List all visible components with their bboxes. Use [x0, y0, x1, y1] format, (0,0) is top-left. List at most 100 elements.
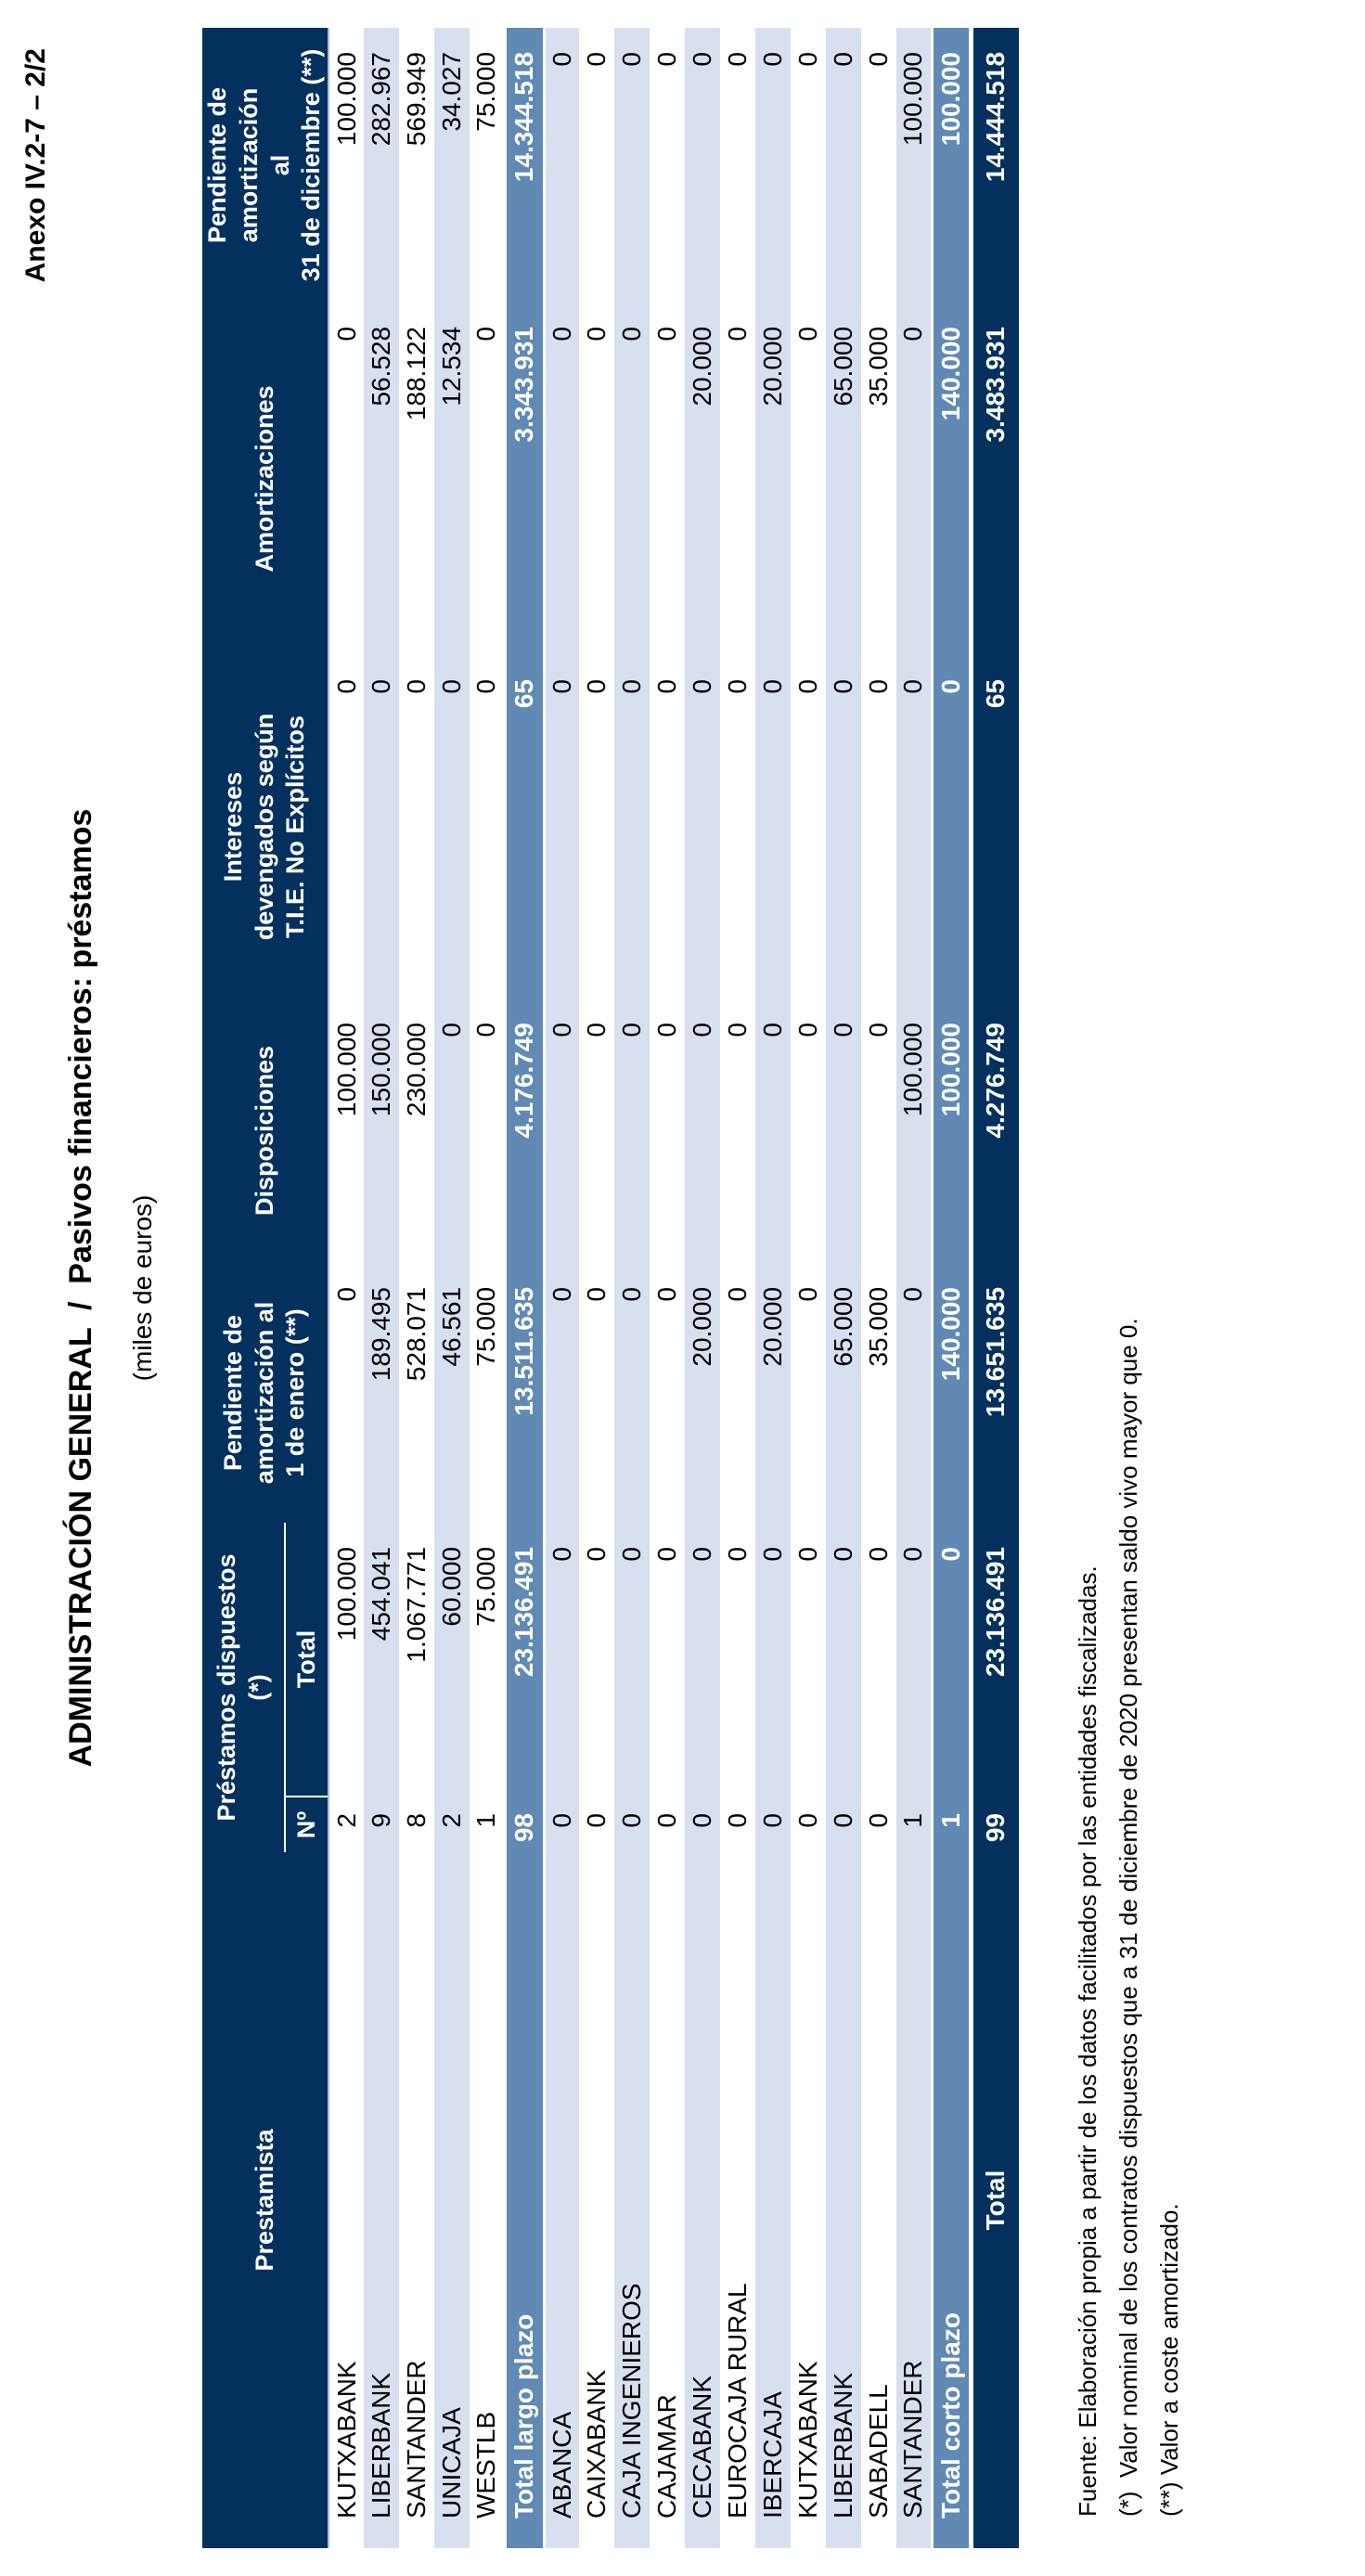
- value-cell: 0: [614, 1262, 650, 1523]
- col-header-pendiente-enero: Pendiente de amortización al 1 de enero …: [202, 1262, 328, 1523]
- table-row: Total largo plazo 98 23.136.491 13.511.635 4…: [505, 27, 544, 2548]
- value-cell: 4.176.749: [505, 998, 544, 1263]
- value-cell: 0: [755, 998, 791, 1263]
- value-cell: 100.000: [932, 27, 971, 303]
- value-cell: 56.528: [364, 302, 399, 655]
- value-cell: 2: [434, 1797, 470, 1852]
- value-cell: 0: [434, 998, 470, 1263]
- value-cell: 0: [579, 654, 614, 998]
- value-cell: 0: [544, 1522, 579, 1797]
- annex-label: Anexo IV.2-7 – 2/2: [20, 48, 51, 283]
- value-cell: 12.534: [434, 302, 470, 655]
- value-cell: 0: [896, 1522, 932, 1797]
- value-cell: 0: [826, 998, 861, 1263]
- col-header-total: Total: [285, 1522, 328, 1797]
- row-label: UNICAJA: [434, 1852, 470, 2548]
- footnotes: Fuente: Elaboración propia a partir de l…: [1067, 1318, 1190, 2517]
- row-label: KUTXABANK: [328, 1852, 364, 2548]
- value-cell: 0: [791, 998, 826, 1263]
- row-label: LIBERBANK: [826, 1852, 861, 2548]
- value-cell: 189.495: [364, 1262, 399, 1523]
- value-cell: 65.000: [826, 1262, 861, 1523]
- value-cell: 0: [720, 1262, 755, 1523]
- value-cell: 20.000: [685, 302, 720, 655]
- value-cell: 0: [861, 27, 896, 303]
- value-cell: 1: [896, 1797, 932, 1852]
- table-row: LIBERBANK 0 0 65.000 0 0 65.000 0: [826, 27, 861, 2548]
- row-label: CECABANK: [685, 1852, 720, 2548]
- value-cell: 0: [755, 1522, 791, 1797]
- value-cell: 0: [579, 302, 614, 655]
- value-cell: 9: [364, 1797, 399, 1852]
- value-cell: 0: [826, 1797, 861, 1852]
- footnote: (**) Valor a coste amortizado.: [1155, 2203, 1183, 2517]
- table-row: CAIXABANK 0 0 0 0 0 0 0: [579, 27, 614, 2548]
- value-cell: 60.000: [434, 1522, 470, 1797]
- value-cell: 0: [791, 654, 826, 998]
- row-label: EUROCAJA RURAL: [720, 1852, 755, 2548]
- value-cell: 0: [755, 1797, 791, 1852]
- page-subtitle: (miles de euros): [128, 1194, 157, 1382]
- value-cell: 13.651.635: [971, 1262, 1019, 1523]
- value-cell: 0: [328, 1262, 364, 1523]
- col-header-intereses: Intereses devengados según T.I.E. No Exp…: [202, 654, 328, 998]
- value-cell: 0: [826, 654, 861, 998]
- table-row: IBERCAJA 0 0 20.000 0 0 20.000 0: [755, 27, 791, 2548]
- table-header: Prestamista Préstamos dispuestos (*) Pen…: [202, 27, 328, 2548]
- value-cell: 0: [544, 1262, 579, 1523]
- value-cell: 23.136.491: [971, 1522, 1019, 1797]
- table-row: SABADELL 0 0 35.000 0 0 35.000 0: [861, 27, 896, 2548]
- table-row: SANTANDER 1 0 0 100.000 0 0 100.000: [896, 27, 932, 2548]
- table-row: Total corto plazo 1 0 140.000 100.000 0 140.00…: [932, 27, 971, 2548]
- value-cell: 8: [399, 1797, 434, 1852]
- loans-table: Prestamista Préstamos dispuestos (*) Pen…: [202, 27, 1019, 2548]
- table-row: LIBERBANK 9 454.041 189.495 150.000 0 56.528 28…: [364, 27, 399, 2548]
- value-cell: 0: [470, 998, 505, 1263]
- col-header-amortizaciones: Amortizaciones: [202, 302, 328, 655]
- row-label: LIBERBANK: [364, 1852, 399, 2548]
- value-cell: 0: [896, 302, 932, 655]
- value-cell: 0: [861, 1797, 896, 1852]
- value-cell: 0: [650, 1522, 685, 1797]
- value-cell: 0: [932, 1522, 971, 1797]
- value-cell: 0: [720, 654, 755, 998]
- value-cell: 3.483.931: [971, 302, 1019, 655]
- col-header-prestamista: Prestamista: [202, 1852, 328, 2548]
- value-cell: 75.000: [470, 1522, 505, 1797]
- value-cell: 0: [685, 1797, 720, 1852]
- value-cell: 569.949: [399, 27, 434, 303]
- row-label: CAJAMAR: [650, 1852, 685, 2548]
- value-cell: 4.276.749: [971, 998, 1019, 1263]
- table-row: KUTXABANK 2 100.000 0 100.000 0 0 100.000: [328, 27, 364, 2548]
- value-cell: 0: [720, 27, 755, 303]
- value-cell: 0: [826, 1522, 861, 1797]
- table-row: ABANCA 0 0 0 0 0 0 0: [544, 27, 579, 2548]
- value-cell: 150.000: [364, 998, 399, 1263]
- value-cell: 0: [544, 302, 579, 655]
- value-cell: 0: [861, 1522, 896, 1797]
- row-label: ABANCA: [544, 1852, 579, 2548]
- value-cell: 100.000: [328, 1522, 364, 1797]
- value-cell: 0: [650, 27, 685, 303]
- row-label: SANTANDER: [399, 1852, 434, 2548]
- table-row: Total 99 23.136.491 13.651.635 4.276.749 65 3.…: [971, 27, 1019, 2548]
- value-cell: 0: [328, 654, 364, 998]
- value-cell: 35.000: [861, 302, 896, 655]
- table-row: WESTLB 1 75.000 75.000 0 0 0 75.000: [470, 27, 505, 2548]
- value-cell: 23.136.491: [505, 1522, 544, 1797]
- value-cell: 0: [364, 654, 399, 998]
- value-cell: 0: [720, 998, 755, 1263]
- row-label: KUTXABANK: [791, 1852, 826, 2548]
- value-cell: 20.000: [755, 302, 791, 655]
- footnote: (*) Valor nominal de los contratos dispu…: [1114, 1318, 1142, 2517]
- value-cell: 0: [470, 302, 505, 655]
- value-cell: 0: [720, 1522, 755, 1797]
- col-header-pendiente-diciembre: Pendiente de amortización al 31 de dicie…: [202, 27, 328, 303]
- value-cell: 0: [932, 654, 971, 998]
- value-cell: 0: [434, 654, 470, 998]
- value-cell: 528.071: [399, 1262, 434, 1523]
- value-cell: 100.000: [932, 998, 971, 1263]
- value-cell: 65: [505, 654, 544, 998]
- value-cell: 0: [650, 302, 685, 655]
